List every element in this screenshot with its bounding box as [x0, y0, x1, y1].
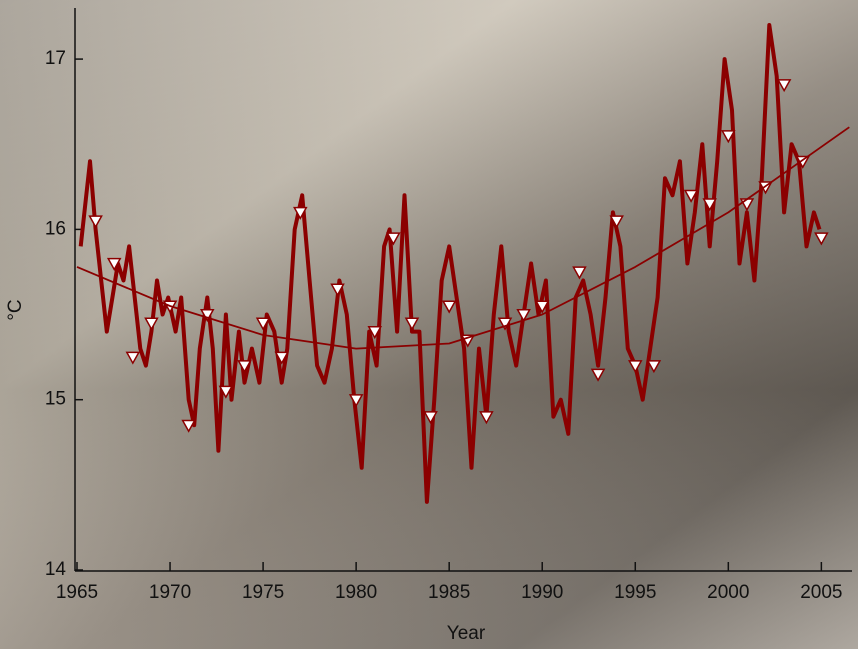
- data-line: [76, 126, 850, 350]
- marker: [144, 317, 159, 331]
- x-tick-label: 1970: [149, 582, 191, 603]
- marker: [534, 300, 550, 314]
- marker: [293, 206, 308, 220]
- marker: [274, 351, 289, 365]
- x-axis-label: Year: [447, 623, 486, 644]
- marker: [627, 360, 643, 374]
- x-tick-label: 1980: [335, 582, 377, 603]
- marker: [367, 326, 383, 340]
- marker: [702, 198, 717, 212]
- marker: [386, 232, 401, 246]
- x-tick-label: 1990: [521, 582, 563, 603]
- x-tick-label: 2000: [707, 582, 749, 603]
- x-tick-label: 2005: [800, 582, 842, 603]
- x-tick-label: 1995: [614, 582, 656, 603]
- marker: [441, 300, 457, 314]
- y-axis-label: °C: [5, 299, 26, 320]
- x-tick-label: 1975: [242, 582, 284, 603]
- marker: [683, 189, 699, 203]
- marker: [590, 368, 606, 382]
- marker: [497, 317, 513, 331]
- marker: [721, 130, 736, 144]
- x-tick-label: 1985: [428, 582, 470, 603]
- marker: [218, 385, 234, 399]
- marker: [106, 257, 122, 271]
- y-tick-label: 15: [45, 389, 66, 410]
- marker: [125, 351, 141, 365]
- y-tick-label: 17: [45, 48, 66, 69]
- marker: [88, 215, 103, 229]
- marker: [572, 266, 587, 280]
- marker: [404, 317, 420, 331]
- y-tick-label: 16: [45, 218, 66, 239]
- marker: [255, 317, 271, 331]
- marker: [181, 419, 196, 433]
- marker: [479, 411, 494, 425]
- y-tick-label: 14: [45, 559, 67, 580]
- marker: [348, 394, 364, 408]
- marker: [199, 308, 215, 323]
- marker: [423, 411, 438, 425]
- marker: [516, 308, 531, 323]
- marker: [237, 360, 252, 374]
- x-tick-label: 1965: [56, 582, 98, 603]
- marker: [330, 283, 345, 297]
- marker: [646, 360, 662, 374]
- marker: [776, 79, 792, 93]
- marker: [814, 232, 829, 246]
- marker: [609, 215, 624, 229]
